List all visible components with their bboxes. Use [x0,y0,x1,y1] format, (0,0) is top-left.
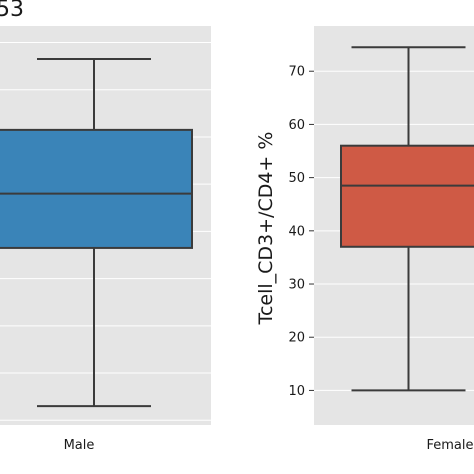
left-panel: Male [0,26,211,453]
x-tick-label-female: Female [426,438,473,453]
y-axis-ticks: 10 20 30 40 50 60 70 [288,65,314,399]
box-male [0,128,193,249]
y-tick-label: 40 [288,224,305,239]
y-tick-label: 60 [288,118,305,133]
y-tick-label: 50 [288,171,305,186]
y-tick-label: 10 [288,384,305,399]
right-panel: 10 20 30 40 50 60 70 Female Tcell_CD3+/CD4+ % [255,26,474,453]
panel-label: 53 [0,0,24,22]
x-tick-label-male: Male [64,438,95,453]
y-tick-label: 70 [288,65,305,80]
y-axis-label: Tcell_CD3+/CD4+ % [255,132,277,326]
boxplot-male [0,58,193,408]
box-female [340,144,474,248]
y-tick-label: 30 [288,278,305,293]
boxplot-female [340,46,474,392]
y-tick-label: 20 [288,331,305,346]
